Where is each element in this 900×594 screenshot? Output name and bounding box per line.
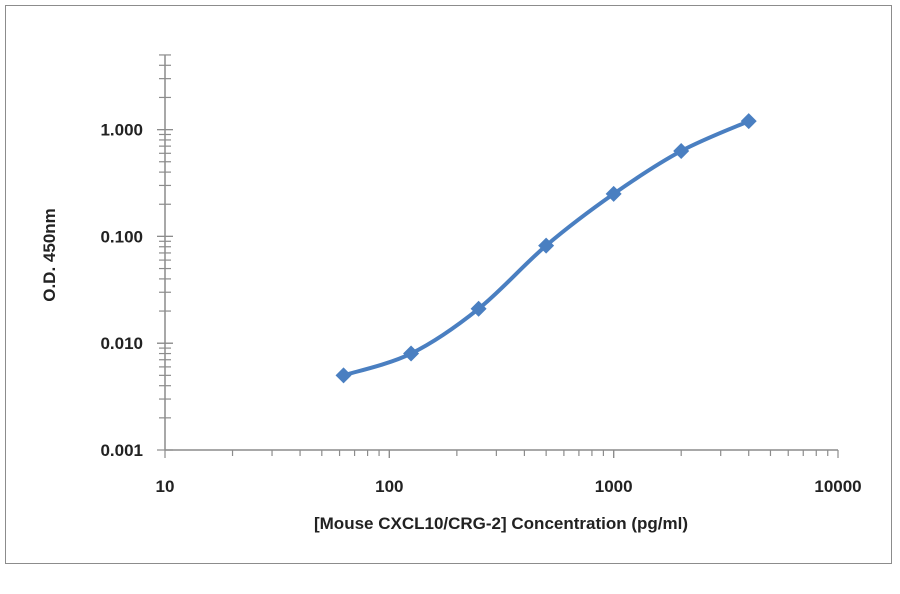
data-point-marker xyxy=(470,300,487,317)
y-tick-label: 0.010 xyxy=(100,334,143,353)
data-point-marker xyxy=(605,185,622,202)
y-axis-label: O.D. 450nm xyxy=(40,208,59,302)
data-point-marker xyxy=(673,143,690,160)
x-tick-label: 10000 xyxy=(814,477,861,496)
data-point-marker xyxy=(403,345,420,362)
x-tick-label: 1000 xyxy=(595,477,633,496)
y-tick-label: 0.100 xyxy=(100,227,143,246)
y-tick-label: 1.000 xyxy=(100,121,143,140)
x-tick-label: 100 xyxy=(375,477,403,496)
data-point-marker xyxy=(335,367,352,384)
y-tick-label: 0.001 xyxy=(100,441,143,460)
data-point-marker xyxy=(740,113,757,130)
chart-border xyxy=(5,5,892,564)
x-tick-label: 10 xyxy=(156,477,175,496)
data-point-marker xyxy=(538,237,555,254)
x-axis-label: [Mouse CXCL10/CRG-2] Concentration (pg/m… xyxy=(314,514,688,533)
